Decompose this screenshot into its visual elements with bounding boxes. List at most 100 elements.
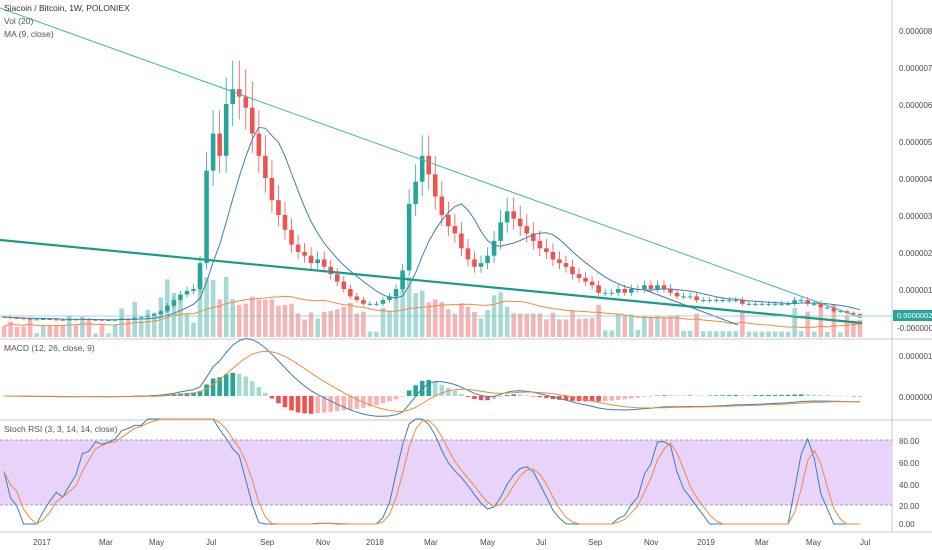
candle-body [642, 285, 647, 289]
volume-bar [511, 313, 516, 337]
macd-axis[interactable]: 0.00000100 0.00000000 [899, 352, 932, 402]
time-tick-label: Jul [536, 538, 546, 547]
candle-body [243, 96, 249, 108]
volume-bar [197, 277, 203, 337]
macd-histogram-bar [276, 396, 281, 404]
candle-body [27, 318, 33, 320]
macd-histogram-bar [230, 372, 235, 396]
volume-bars [1, 277, 863, 337]
volume-bar [825, 332, 830, 337]
candle-body [406, 203, 412, 271]
volume-bar [426, 302, 432, 337]
price-axis[interactable]: 0.00000800 0.00000700 0.00000600 0.00000… [897, 27, 932, 333]
candle-body [93, 319, 98, 321]
candle-body [446, 215, 451, 227]
volume-bar [53, 325, 59, 337]
ma-extension-line [644, 289, 739, 326]
macd-histogram-bar [204, 384, 209, 396]
macd-histogram-bar [655, 395, 660, 397]
macd-histogram-bar [544, 396, 549, 399]
volume-bar [635, 330, 641, 337]
macd-histogram-bar [648, 396, 654, 397]
volume-bar [308, 312, 314, 337]
candle-body [857, 314, 863, 316]
candle-body [308, 255, 314, 264]
volume-bar [452, 313, 458, 337]
time-tick-label: 2019 [697, 538, 715, 547]
macd-histogram-bar [740, 395, 745, 396]
volume-bar [112, 324, 118, 337]
macd-histogram-bar [700, 395, 706, 397]
candle-body [295, 244, 301, 252]
time-tick-label: May [806, 538, 821, 547]
time-tick-label: Sep [260, 538, 275, 547]
volume-bar [439, 302, 445, 337]
candle-body [491, 240, 497, 256]
macd-histogram-bar [759, 395, 765, 396]
candle-body [204, 170, 209, 264]
volume-bar [753, 331, 758, 337]
candle-body [138, 317, 144, 319]
volume-bar [184, 313, 190, 337]
volume-bar [687, 330, 693, 337]
candle-body [530, 233, 536, 241]
candle-body [40, 318, 46, 320]
candle-body [106, 320, 111, 322]
candle-body [367, 303, 373, 305]
volume-bar [230, 299, 235, 337]
macd-histogram-bar [217, 377, 222, 396]
macd-histogram-bar [315, 396, 320, 414]
macd-histogram-bar [694, 395, 699, 397]
volume-bar [785, 331, 791, 337]
time-tick-label: May [149, 538, 164, 547]
macd-histogram-bar [485, 396, 490, 401]
volume-bar [73, 325, 79, 337]
volume-bar [563, 319, 569, 337]
stoch-axis[interactable]: 80.00 60.00 40.00 20.00 0.00 [899, 437, 920, 529]
candle-body [798, 300, 804, 302]
macd-histogram-bar [583, 396, 588, 402]
volume-bar [380, 307, 386, 337]
macd-histogram-bar [602, 396, 608, 402]
volume-bar [609, 330, 614, 337]
volume-bar [93, 333, 98, 337]
volume-bar [8, 321, 13, 337]
macd-histogram-bar [498, 396, 503, 398]
volume-bar [67, 315, 72, 337]
candle-body [661, 285, 667, 289]
candle-body [759, 303, 765, 305]
candle-body [112, 319, 118, 321]
candle-body [419, 155, 425, 182]
candle-body [269, 178, 275, 201]
volume-bar [361, 311, 366, 337]
candle-body [720, 300, 726, 302]
candle-body [544, 248, 549, 252]
candle-body [825, 307, 830, 309]
time-tick-label: Mar [99, 538, 113, 547]
volume-bar [766, 331, 771, 337]
stoch-tick-label: 0.00 [899, 520, 915, 529]
candle-body [236, 89, 242, 97]
candle-body [596, 285, 601, 293]
stoch-k-line [3, 418, 860, 525]
volume-bar [792, 307, 797, 337]
stoch-tick-label: 20.00 [899, 502, 920, 511]
volume-bar [60, 325, 66, 337]
volume-bar [557, 319, 562, 337]
macd-histogram-bar [243, 376, 249, 396]
candle-body [583, 277, 588, 282]
volume-bar [295, 313, 301, 337]
macd-histogram-bar [236, 373, 242, 396]
volume-bar [668, 316, 673, 337]
macd-tick-label: 0.00000000 [899, 393, 932, 402]
candle-body [713, 300, 719, 302]
volume-bar [576, 318, 582, 337]
candle-body [648, 285, 654, 289]
candle-body [498, 222, 503, 241]
macd-histogram-bar [295, 396, 301, 413]
time-axis[interactable]: 2017 Mar May Jul Sep Nov 2018 Mar May Ju… [33, 538, 870, 547]
macd-histogram-bar [250, 381, 255, 396]
chart-title: Siacoin / Bitcoin, 1W, POLONIEX [4, 3, 130, 13]
macd-histogram-bar [687, 395, 693, 396]
